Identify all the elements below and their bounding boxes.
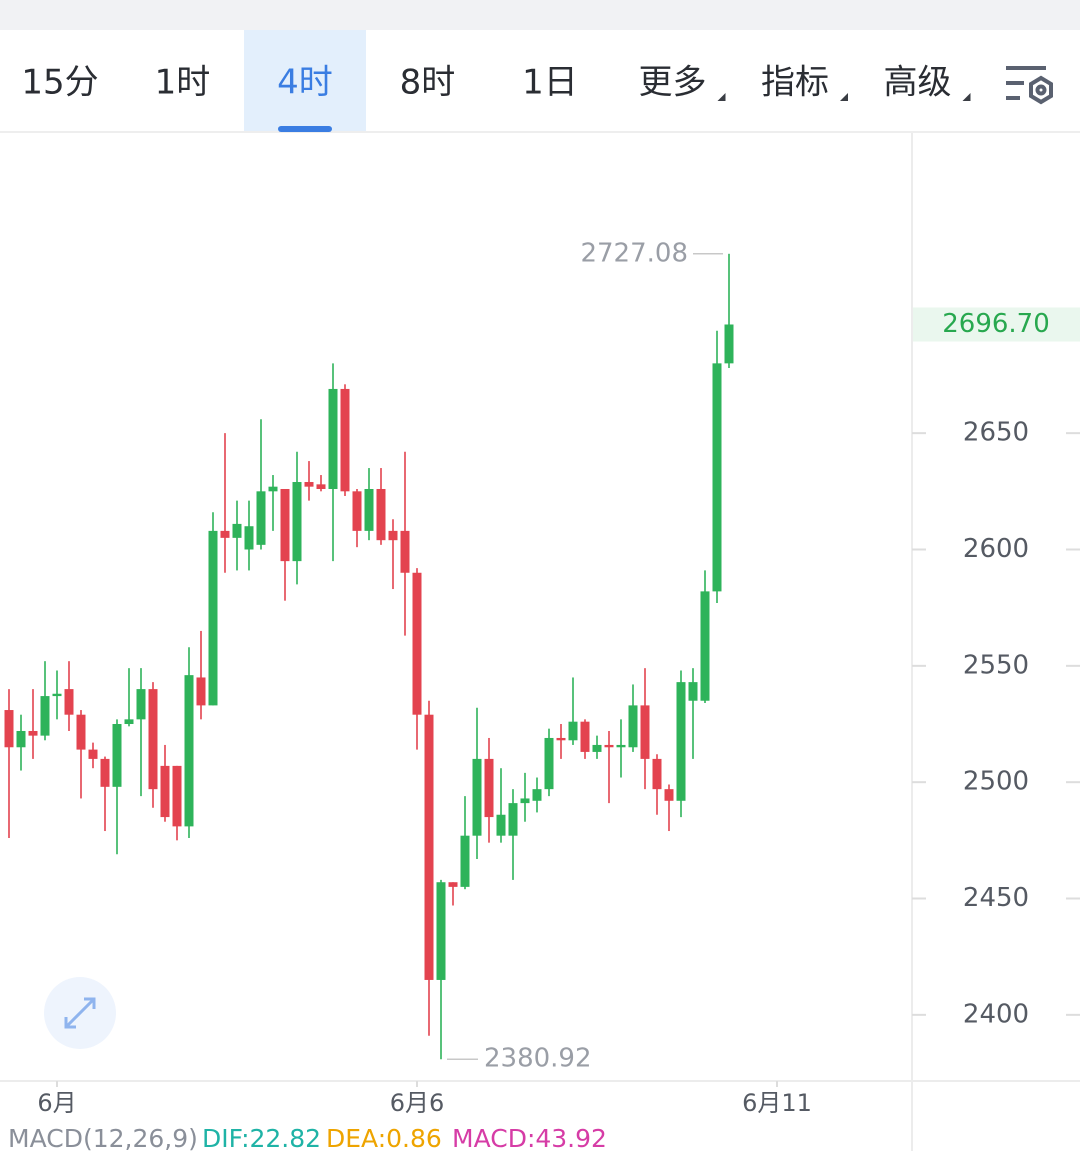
candle-body (292, 482, 302, 562)
dropdown-caret (717, 93, 726, 101)
candle-body (424, 714, 434, 980)
candle-body (664, 789, 674, 801)
candle-body (256, 491, 266, 545)
candle-body (604, 744, 614, 748)
tab[interactable]: 8时 (400, 63, 456, 103)
candle-body (580, 721, 590, 752)
tab[interactable]: 4时 (277, 63, 333, 103)
indicator-dea: DEA:0.86 (326, 1124, 442, 1151)
candle-body (640, 705, 650, 759)
candle-body (556, 737, 566, 741)
candle-body (352, 491, 362, 531)
candle-body (616, 744, 626, 748)
candle-body (124, 719, 134, 725)
candle-body (280, 488, 290, 562)
candle-body (160, 765, 170, 818)
indicator-name: MACD(12,26,9) (8, 1124, 198, 1151)
candle-body (652, 758, 662, 790)
y-tick-label: 2400 (963, 999, 1029, 1029)
y-tick-label: 2650 (963, 418, 1029, 448)
candle-body (64, 689, 74, 715)
y-tick-label: 2450 (963, 883, 1029, 913)
y-tick-label: 2550 (963, 650, 1029, 680)
plot: 2400 2450 2500 2550 2600 2650 6月 6月6 6月11 2727.08… (4, 238, 1080, 1117)
candle-body (508, 803, 518, 836)
current-price-label: 2696.70 (942, 309, 1050, 339)
tab-selected-bg (244, 30, 366, 131)
candle-body (232, 523, 242, 538)
x-tick-label: 6月 (37, 1089, 76, 1117)
candle-body (364, 488, 374, 531)
candle-body (472, 758, 482, 836)
candle-body (340, 388, 350, 492)
candle-body (700, 591, 710, 701)
candle-body (16, 730, 26, 748)
candle-body (724, 324, 734, 364)
candle-body (484, 758, 494, 818)
candle-body (136, 689, 146, 720)
toolbar-divider (0, 131, 1080, 133)
candle-body (712, 363, 722, 592)
candle-body (220, 530, 230, 538)
candle-body (400, 530, 410, 573)
candle-body (568, 721, 578, 741)
candle-body (100, 758, 110, 787)
candle-body (544, 737, 554, 790)
candle-body (88, 749, 98, 759)
candle-body (412, 572, 422, 715)
candle-body (268, 486, 278, 492)
candle-body (388, 530, 398, 541)
x-tick-label: 6月6 (390, 1089, 445, 1117)
y-tick-label: 2500 (963, 767, 1029, 797)
candle-body (112, 724, 122, 787)
candle-body (28, 730, 38, 736)
candle-body (532, 789, 542, 801)
toolbar: 15分 1时 4时 8时 1日 更多 指标 高级 (21, 30, 971, 132)
tab-underline (278, 126, 332, 132)
current-price-bg (913, 307, 1080, 342)
indicator-macd: MACD:43.92 (452, 1124, 607, 1151)
candle-body (52, 693, 62, 697)
candle-body (76, 714, 86, 750)
y-tick-label: 2600 (963, 534, 1029, 564)
settings-icon[interactable] (1006, 66, 1053, 105)
candle-body (208, 530, 218, 706)
dropdown-caret (962, 93, 971, 101)
dropdown-caret (840, 93, 848, 101)
tab[interactable]: 更多 (639, 63, 707, 103)
candle-body (676, 682, 686, 801)
candle-body (520, 798, 530, 804)
tab[interactable]: 1时 (155, 63, 211, 103)
max-label: 2727.08 (580, 238, 688, 268)
indicator-dif: DIF:22.82 (202, 1124, 321, 1151)
candle-body (40, 696, 50, 736)
candle-body (304, 482, 314, 487)
x-tick-label: 6月11 (742, 1089, 812, 1117)
candle-body (376, 488, 386, 541)
tab[interactable]: 15分 (21, 63, 98, 103)
tab[interactable]: 指标 (761, 63, 829, 103)
tab[interactable]: 高级 (884, 63, 952, 103)
candle-body (328, 388, 338, 489)
candle-body (172, 765, 182, 827)
candle-body (184, 675, 194, 827)
candle-body (448, 882, 458, 887)
status-strip (0, 0, 1080, 30)
min-label: 2380.92 (484, 1044, 592, 1074)
tab[interactable]: 1日 (522, 63, 578, 103)
candle-body (688, 682, 698, 701)
candle-body (496, 814, 506, 836)
candle-body (148, 689, 158, 790)
candle-body (592, 744, 602, 752)
candle-body (244, 526, 254, 550)
candle-body (436, 882, 446, 980)
candle-body (628, 705, 638, 748)
candle-body (460, 835, 470, 887)
candle-body (196, 677, 206, 706)
candle-body (316, 484, 326, 489)
expand-button[interactable] (44, 977, 116, 1049)
candle-body (4, 710, 14, 748)
